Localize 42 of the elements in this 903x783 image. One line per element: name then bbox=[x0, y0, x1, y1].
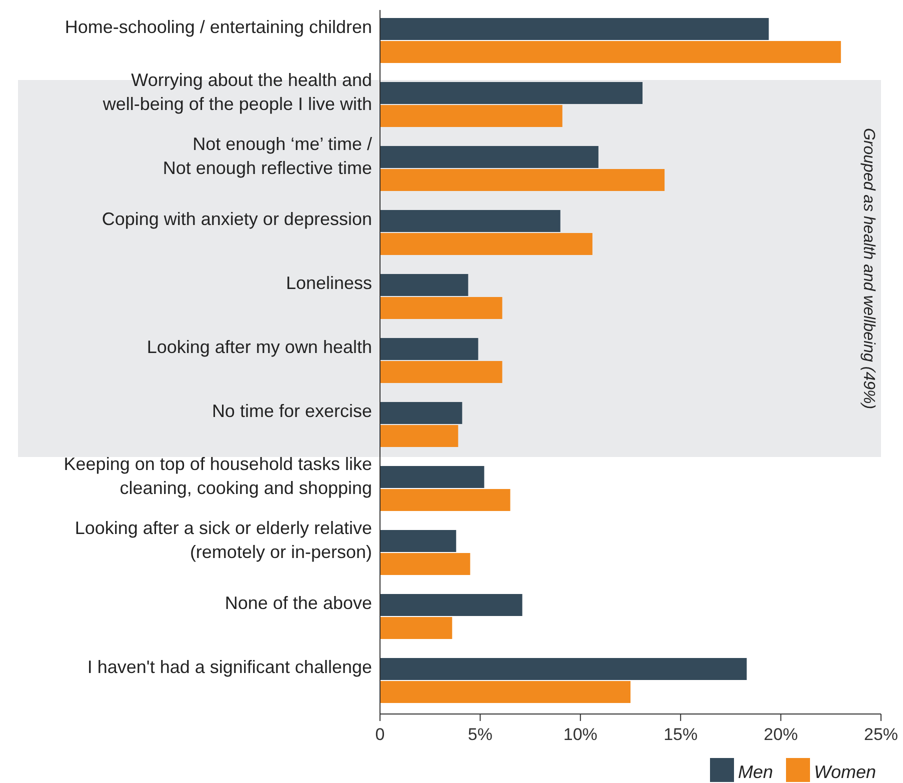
bar bbox=[380, 658, 747, 680]
y-tick-label: Coping with anxiety or depression bbox=[102, 209, 372, 229]
x-tick-label: 15% bbox=[664, 725, 698, 744]
bar bbox=[380, 553, 470, 575]
y-tick-label: Worrying about the health and well-being of the people I live with bbox=[102, 70, 372, 114]
x-tick-label: 25% bbox=[864, 725, 898, 744]
band-label: Grouped as health and wellbeing (49%) bbox=[860, 128, 877, 410]
bar bbox=[380, 82, 643, 104]
y-tick-label: None of the above bbox=[224, 593, 372, 613]
bar bbox=[380, 146, 598, 168]
bar bbox=[380, 681, 630, 703]
legend-label: Women bbox=[814, 762, 876, 782]
y-tick-label: Home-schooling / entertaining children bbox=[64, 17, 372, 37]
bar bbox=[380, 361, 502, 383]
bar bbox=[380, 530, 456, 552]
x-tick-label: 0 bbox=[375, 725, 385, 744]
bar bbox=[380, 489, 510, 511]
bar bbox=[380, 18, 769, 40]
bar bbox=[380, 594, 522, 616]
bar bbox=[380, 466, 484, 488]
y-tick-label: Loneliness bbox=[286, 273, 372, 293]
y-tick-label: No time for exercise bbox=[212, 401, 372, 421]
x-tick-label: 5% bbox=[468, 725, 492, 744]
bar bbox=[380, 297, 502, 319]
x-tick-label: 20% bbox=[764, 725, 798, 744]
bar bbox=[380, 105, 562, 127]
y-tick-label: Looking after my own health bbox=[146, 337, 372, 357]
bar bbox=[380, 169, 665, 191]
bar bbox=[380, 402, 462, 424]
y-tick-label: Not enough ‘me’ time / Not enough reflective time bbox=[162, 134, 372, 178]
bar bbox=[380, 274, 468, 296]
x-tick-label: 10% bbox=[563, 725, 598, 744]
y-tick-label: Keeping on top of household tasks like cleaning, cooking and shopping bbox=[64, 454, 372, 498]
bar bbox=[380, 338, 478, 360]
y-tick-label: Looking after a sick or elderly relative (remotely or in-person) bbox=[74, 518, 372, 562]
bar bbox=[380, 233, 592, 255]
bar bbox=[380, 41, 841, 63]
bar bbox=[380, 617, 452, 639]
legend-label: Men bbox=[738, 762, 774, 782]
bar bbox=[380, 210, 560, 232]
y-tick-label: I haven't had a significant challenge bbox=[87, 657, 372, 677]
bar bbox=[380, 425, 458, 447]
